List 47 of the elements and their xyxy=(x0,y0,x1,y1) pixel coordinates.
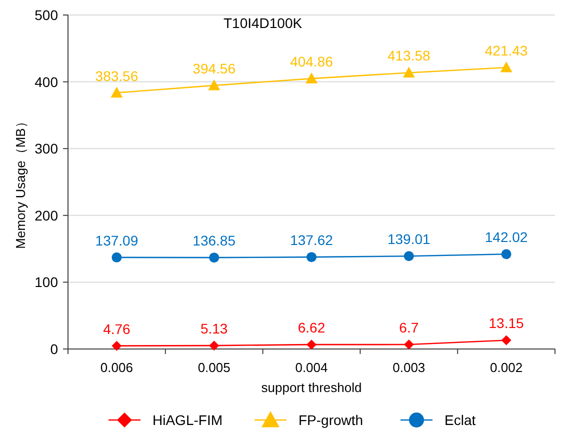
data-label: 413.58 xyxy=(387,48,431,64)
data-label: 137.09 xyxy=(95,232,138,248)
y-tick-label: 300 xyxy=(34,140,58,157)
data-label: 394.56 xyxy=(192,60,236,76)
point xyxy=(209,252,220,263)
data-label: 139.01 xyxy=(387,231,431,248)
data-label: 142.02 xyxy=(484,229,528,246)
x-tick-label: 0.005 xyxy=(198,360,230,375)
data-label: 137.62 xyxy=(290,232,334,248)
point xyxy=(110,86,123,98)
point xyxy=(112,340,122,351)
point xyxy=(112,252,122,262)
y-tick-label: 100 xyxy=(34,274,58,290)
point xyxy=(306,252,316,262)
data-label: 13.15 xyxy=(488,315,524,332)
point xyxy=(501,249,512,260)
x-tick-label: 0.006 xyxy=(100,360,133,375)
data-label: 5.13 xyxy=(200,320,228,337)
x-tick-label: 0.004 xyxy=(295,360,328,375)
y-tick-label: 400 xyxy=(34,74,58,90)
point xyxy=(404,251,414,262)
legend-label: Eclat xyxy=(444,412,476,428)
chart-title: T10I4D100K xyxy=(223,15,303,31)
data-label: 6.7 xyxy=(399,320,419,336)
x-axis-title: support threshold xyxy=(261,380,362,395)
point xyxy=(402,66,415,78)
y-tick-label: 200 xyxy=(34,207,58,224)
point xyxy=(404,340,414,350)
point xyxy=(306,340,316,350)
y-tick-label: 500 xyxy=(34,7,58,23)
legend-label: FP-growth xyxy=(298,412,364,428)
point xyxy=(209,340,220,351)
data-label: 421.43 xyxy=(484,42,528,58)
x-tick-label: 0.003 xyxy=(392,360,426,375)
data-label: 4.76 xyxy=(103,320,131,337)
point xyxy=(501,335,512,346)
data-label: 136.85 xyxy=(192,232,236,249)
point xyxy=(208,79,220,90)
data-label: 6.62 xyxy=(298,320,326,336)
data-label: 383.56 xyxy=(95,68,138,84)
data-label: 404.86 xyxy=(290,54,334,70)
point xyxy=(500,61,512,72)
legend-label: HiAGL-FIM xyxy=(152,412,222,428)
point xyxy=(306,72,318,84)
y-axis-title: Memory Usage（MB） xyxy=(13,115,28,249)
x-tick-label: 0.002 xyxy=(490,360,523,375)
y-tick-label: 0 xyxy=(50,341,58,357)
